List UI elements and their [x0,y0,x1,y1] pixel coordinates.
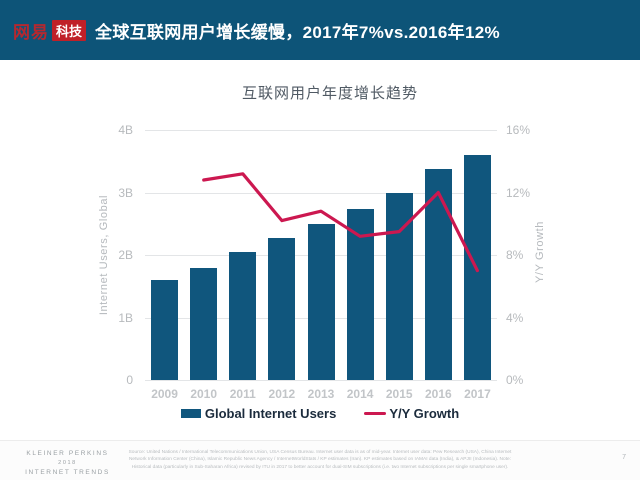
kp-brand-line2: 2018 [58,460,77,467]
x-axis-labels: 2009 2010 2011 2012 2013 2014 2015 2016 2017 [145,387,497,401]
year-label-2011: 2011 [229,387,256,401]
year-label-2015: 2015 [385,387,413,401]
chart-title: 互联网用户年度增长趋势 [241,85,418,102]
year-label-2013: 2013 [307,387,335,401]
bar-2012 [268,238,296,380]
netease-tech-badge: 科技 [52,19,87,41]
slide-title: 全球互联网用户增长缓慢，2017年7%vs.2016年12% [95,22,500,42]
legend: Global Internet Users Y/Y Growth [0,406,640,421]
right-tick-label: 0% [506,373,524,387]
netease-logo: 网易 科技 [13,18,87,43]
left-tick-label: 4B [118,123,133,137]
left-tick-label: 0 [126,373,133,387]
year-label-2012: 2012 [268,387,296,401]
right-tick-label: 12% [506,185,531,200]
kleiner-perkins-brand: KLEINER PERKINS 2018 INTERNET TRENDS [0,449,135,478]
growth-line-chart [202,172,479,273]
legend-line-swatch [364,411,387,416]
source-note: Source: United Nations / International T… [128,450,512,470]
year-label-2016: 2016 [424,387,452,401]
right-tick-label: 16% [506,123,531,137]
legend-item-growth: Y/Y Growth [364,406,459,421]
bar-2011 [229,251,257,380]
bar-2013 [307,223,335,380]
legend-users-label: Global Internet Users [204,406,337,421]
right-axis-ticks: 16% 12% 8% 4% 0% [506,123,546,387]
year-label-2017: 2017 [464,387,491,401]
netease-logo-text: 网易 [13,22,49,42]
year-label-2010: 2010 [190,387,218,401]
year-label-2014: 2014 [346,387,374,401]
left-tick-label: 1B [118,310,133,325]
kp-brand-line3: INTERNET TRENDS [25,468,110,476]
gridline [145,130,497,131]
bar-2009 [151,280,179,380]
legend-growth-label: Y/Y Growth [389,406,460,421]
bar-2010 [190,267,218,380]
plot-area [145,130,497,381]
gridline [145,380,497,381]
legend-bar-swatch [180,409,201,418]
page-number: 7 [622,454,626,461]
right-tick-label: 4% [506,310,524,325]
footer: KLEINER PERKINS 2018 INTERNET TRENDS Sou… [0,440,640,480]
left-axis-ticks: 4B 3B 2B 1B 0 [93,123,133,387]
growth-line [202,172,479,273]
year-label-2009: 2009 [151,387,178,401]
kp-brand-line1: KLEINER PERKINS [26,450,109,457]
left-tick-label: 2B [118,248,133,262]
left-tick-label: 3B [118,185,133,200]
bar-2016 [424,169,452,380]
legend-item-users: Global Internet Users [180,406,337,421]
right-tick-label: 8% [506,248,524,262]
header: 网易 科技 全球互联网用户增长缓慢，2017年7%vs.2016年12% [0,0,640,60]
gridline [145,192,497,194]
